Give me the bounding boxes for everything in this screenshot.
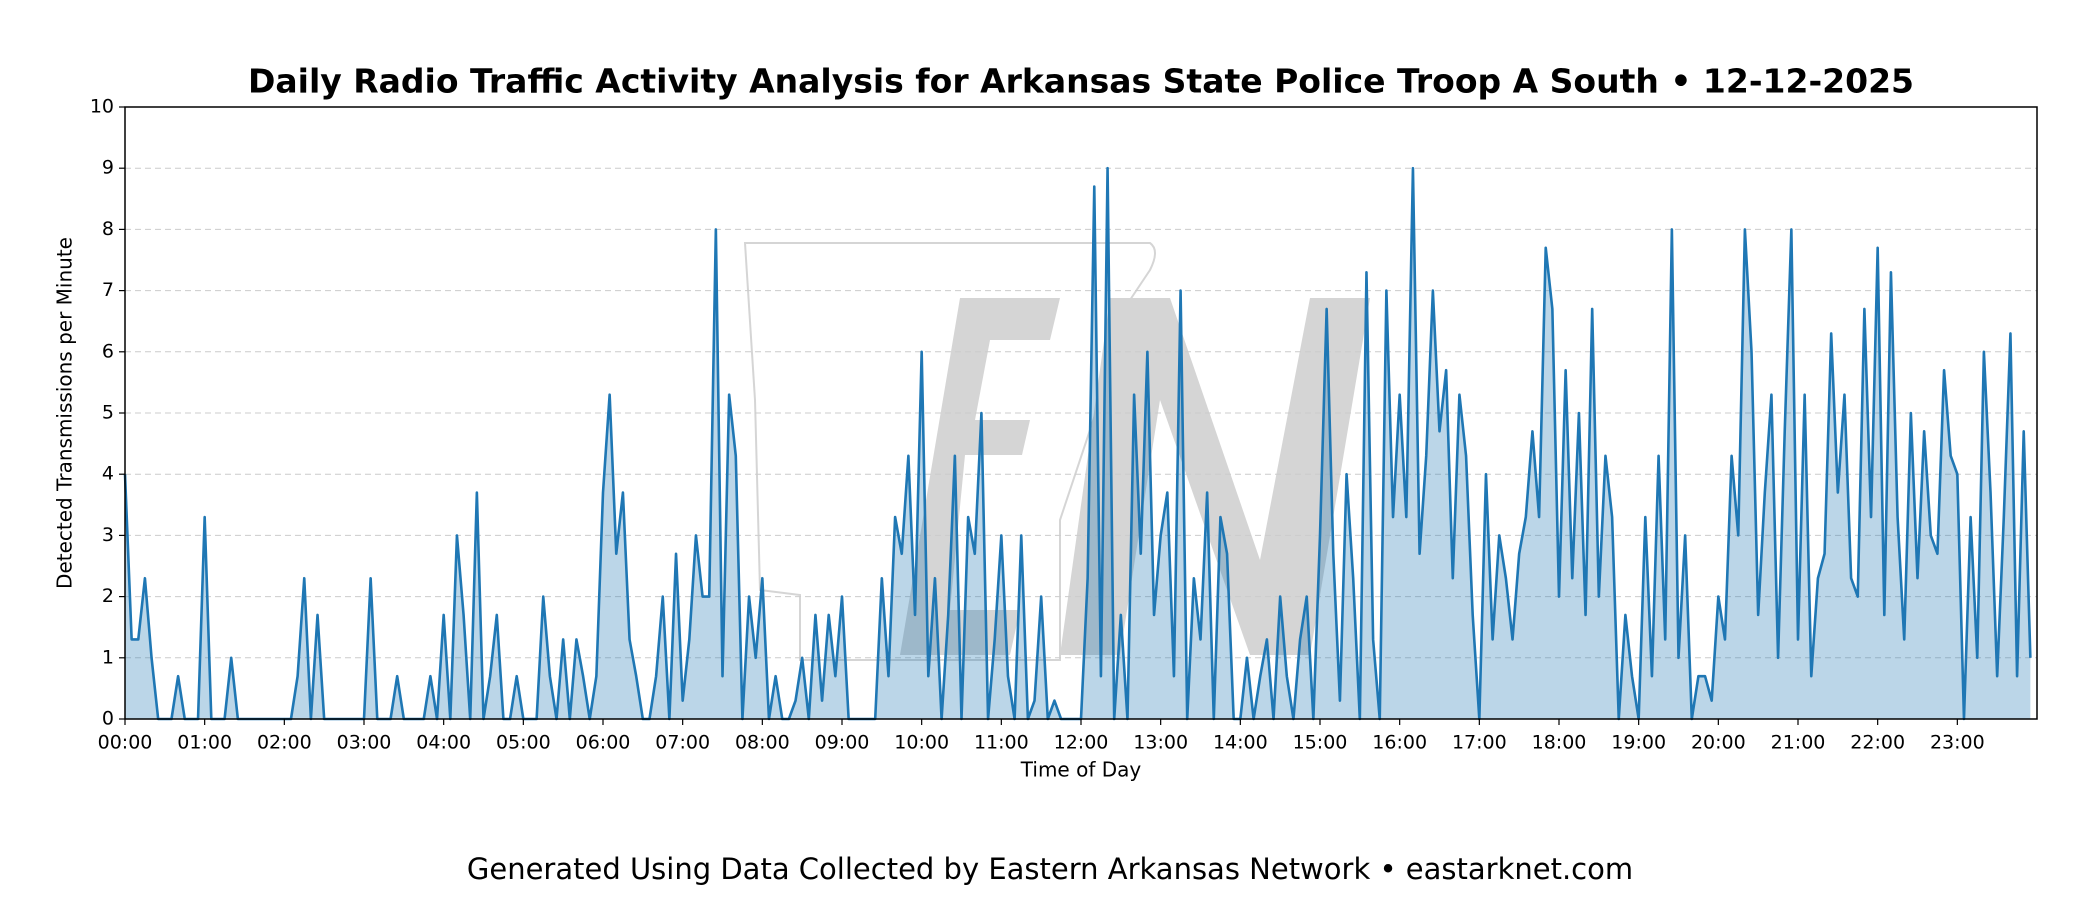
x-tick-label: 08:00 <box>735 732 790 754</box>
x-tick-label: 04:00 <box>416 732 471 754</box>
x-tick-label: 19:00 <box>1611 732 1666 754</box>
x-tick-label: 05:00 <box>496 732 551 754</box>
x-tick-label: 17:00 <box>1452 732 1507 754</box>
y-tick-label: 6 <box>102 340 114 362</box>
footer: Generated Using Data Collected by Easter… <box>467 852 1633 886</box>
watermark <box>743 242 1370 661</box>
y-tick-label: 10 <box>90 96 114 118</box>
x-axis-label: Time of Day <box>1020 758 1142 782</box>
chart-title: Daily Radio Traffic Activity Analysis fo… <box>248 62 1914 101</box>
watermark-shape <box>900 298 1060 655</box>
watermark-shape <box>1060 298 1370 655</box>
x-tick-label: 01:00 <box>177 732 232 754</box>
x-tick-label: 02:00 <box>257 732 312 754</box>
y-tick-label: 8 <box>102 218 114 240</box>
x-tick-label: 21:00 <box>1771 732 1826 754</box>
x-tick-label: 20:00 <box>1691 732 1746 754</box>
x-tick-label: 23:00 <box>1930 732 1985 754</box>
y-tick-label: 9 <box>102 157 114 179</box>
x-tick-label: 12:00 <box>1054 732 1109 754</box>
x-tick-label: 16:00 <box>1372 732 1427 754</box>
x-tick-label: 18:00 <box>1532 732 1587 754</box>
area <box>125 168 2031 719</box>
y-tick-label: 5 <box>102 402 114 424</box>
x-tick-label: 00:00 <box>98 732 153 754</box>
x-tick-label: 15:00 <box>1293 732 1348 754</box>
x-tick-label: 06:00 <box>576 732 631 754</box>
y-tick-label: 2 <box>102 585 114 607</box>
x-tick-label: 14:00 <box>1213 732 1268 754</box>
y-axis-label: Detected Transmissions per Minute <box>53 237 77 589</box>
x-tick-label: 13:00 <box>1133 732 1188 754</box>
y-tick-label: 3 <box>102 524 114 546</box>
x-tick-label: 03:00 <box>337 732 392 754</box>
y-tick-label: 0 <box>102 708 114 730</box>
x-tick-label: 09:00 <box>815 732 870 754</box>
x-tick-label: 22:00 <box>1850 732 1905 754</box>
x-tick-label: 07:00 <box>655 732 710 754</box>
x-tick-label: 11:00 <box>974 732 1029 754</box>
y-tick-label: 7 <box>102 279 114 301</box>
y-tick-label: 1 <box>102 646 114 668</box>
watermark-outline <box>743 242 1156 661</box>
y-tick-label: 4 <box>102 463 114 485</box>
x-tick-label: 10:00 <box>894 732 949 754</box>
